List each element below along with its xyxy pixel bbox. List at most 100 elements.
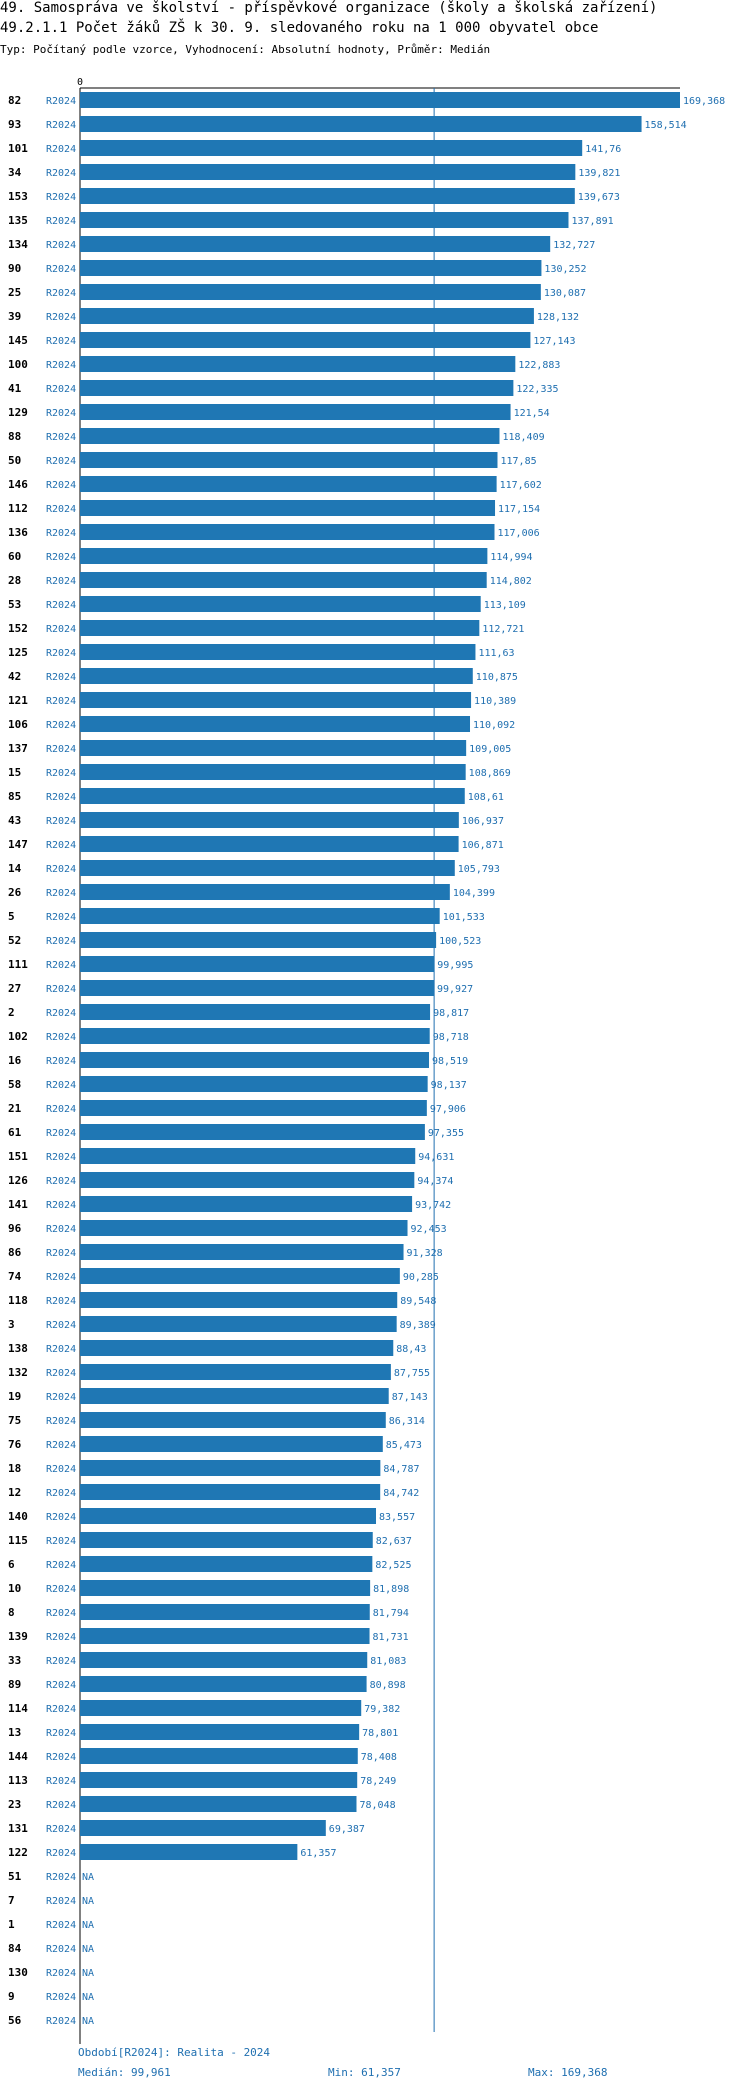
- category-label: 50: [8, 454, 21, 467]
- data-label: 86,314: [389, 1416, 425, 1427]
- data-label: 111,63: [478, 648, 514, 659]
- series-label: R2024: [46, 168, 76, 179]
- bar: [80, 260, 542, 276]
- footer-min: Min: 61,357: [328, 2066, 401, 2079]
- data-label: NA: [82, 1872, 94, 1883]
- bar: [80, 1484, 381, 1500]
- category-label: 89: [8, 1678, 21, 1691]
- series-label: R2024: [46, 1320, 76, 1331]
- series-label: R2024: [46, 576, 76, 587]
- category-label: 60: [8, 550, 21, 563]
- series-label: R2024: [46, 216, 76, 227]
- data-label: 82,525: [375, 1560, 411, 1571]
- data-label: NA: [82, 1968, 94, 1979]
- category-label: 96: [8, 1222, 22, 1235]
- data-label: 87,143: [392, 1392, 428, 1403]
- bar: [80, 644, 476, 660]
- data-label: 141,76: [585, 144, 621, 155]
- data-label: 78,249: [360, 1776, 396, 1787]
- bar: [80, 1580, 371, 1596]
- bar: [80, 188, 575, 204]
- category-label: 14: [8, 862, 22, 875]
- bar: [80, 692, 472, 708]
- series-label: R2024: [46, 792, 76, 803]
- data-label: 97,355: [428, 1128, 464, 1139]
- data-label: 94,374: [417, 1176, 453, 1187]
- bar: [80, 1004, 431, 1020]
- data-label: 158,514: [645, 120, 687, 131]
- bar: [80, 1244, 404, 1260]
- data-label: 132,727: [553, 240, 595, 251]
- bar: [80, 1676, 367, 1692]
- series-label: R2024: [46, 1032, 76, 1043]
- category-label: 153: [8, 190, 28, 203]
- series-label: R2024: [46, 912, 76, 923]
- series-label: R2024: [46, 1680, 76, 1691]
- bar: [80, 596, 481, 612]
- bar: [80, 476, 497, 492]
- category-label: 93: [8, 118, 21, 131]
- data-label: 139,673: [578, 192, 620, 203]
- category-label: 52: [8, 934, 21, 947]
- bar: [80, 380, 514, 396]
- category-label: 132: [8, 1366, 28, 1379]
- bar: [80, 836, 459, 852]
- bar: [80, 620, 480, 636]
- footer-period: Období[R2024]: Realita - 2024: [78, 2046, 271, 2059]
- bar: [80, 1292, 398, 1308]
- series-label: R2024: [46, 1800, 76, 1811]
- data-label: 94,631: [418, 1152, 454, 1163]
- category-label: 1: [8, 1918, 15, 1931]
- bar: [80, 884, 450, 900]
- chart-title-line2: 49.2.1.1 Počet žáků ZŠ k 30. 9. sledovan…: [0, 20, 599, 36]
- series-label: R2024: [46, 1944, 76, 1955]
- bar: [80, 308, 534, 324]
- category-label: 23: [8, 1798, 21, 1811]
- bar: [80, 428, 500, 444]
- series-label: R2024: [46, 1776, 76, 1787]
- data-label: 92,453: [411, 1224, 447, 1235]
- category-label: 126: [8, 1174, 28, 1187]
- category-label: 130: [8, 1966, 28, 1979]
- data-label: 81,898: [373, 1584, 409, 1595]
- data-label: 137,891: [571, 216, 613, 227]
- category-label: 6: [8, 1558, 15, 1571]
- data-label: 87,755: [394, 1368, 430, 1379]
- series-label: R2024: [46, 1704, 76, 1715]
- footer-max: Max: 169,368: [528, 2066, 608, 2079]
- category-label: 134: [8, 238, 28, 251]
- series-label: R2024: [46, 192, 76, 203]
- category-label: 18: [8, 1462, 21, 1475]
- series-label: R2024: [46, 648, 76, 659]
- series-label: R2024: [46, 96, 76, 107]
- series-label: R2024: [46, 480, 76, 491]
- series-label: R2024: [46, 504, 76, 515]
- bar: [80, 956, 435, 972]
- data-label: 106,937: [462, 816, 504, 827]
- series-label: R2024: [46, 1560, 76, 1571]
- data-label: 78,801: [362, 1728, 398, 1739]
- bar: [80, 92, 680, 108]
- category-label: 122: [8, 1846, 28, 1859]
- data-label: 84,742: [383, 1488, 419, 1499]
- series-label: R2024: [46, 1440, 76, 1451]
- data-label: 100,523: [439, 936, 481, 947]
- bar: [80, 284, 541, 300]
- data-label: 110,389: [474, 696, 516, 707]
- category-label: 21: [8, 1102, 22, 1115]
- data-label: 98,718: [433, 1032, 469, 1043]
- series-label: R2024: [46, 816, 76, 827]
- data-label: 89,389: [400, 1320, 436, 1331]
- series-label: R2024: [46, 408, 76, 419]
- category-label: 16: [8, 1054, 22, 1067]
- series-label: R2024: [46, 1968, 76, 1979]
- category-label: 8: [8, 1606, 15, 1619]
- axis-zero-label: 0: [77, 77, 83, 88]
- bar: [80, 1700, 362, 1716]
- data-label: 80,898: [370, 1680, 406, 1691]
- category-label: 144: [8, 1750, 28, 1763]
- category-label: 102: [8, 1030, 28, 1043]
- series-label: R2024: [46, 1512, 76, 1523]
- category-label: 61: [8, 1126, 22, 1139]
- category-label: 152: [8, 622, 28, 635]
